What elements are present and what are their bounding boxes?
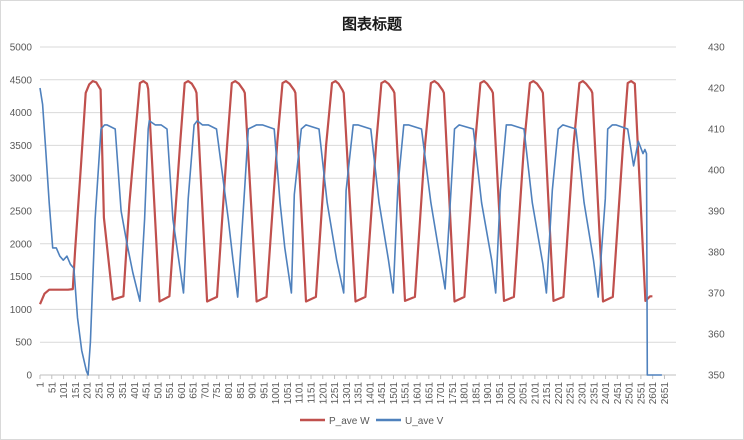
x-tick-label: 851 [236, 382, 247, 399]
x-tick-label: 2251 [566, 382, 577, 405]
x-tick-label: 51 [47, 382, 58, 394]
x-tick-label: 2301 [577, 382, 588, 405]
x-tick-label: 451 [142, 382, 153, 399]
x-tick-label: 1751 [448, 382, 459, 405]
x-tick-label: 2401 [601, 382, 612, 405]
x-tick-label: 401 [130, 382, 141, 399]
y-left-tick-label: 2000 [10, 239, 33, 250]
y-left-tick-label: 0 [26, 371, 32, 382]
x-tick-label: 251 [94, 382, 105, 399]
x-tick-label: 1151 [306, 382, 317, 404]
x-tick-label: 351 [118, 382, 129, 399]
legend-label-u-ave: U_ave V [405, 416, 444, 427]
x-tick-label: 1201 [318, 382, 329, 405]
x-tick-label: 2451 [613, 382, 624, 405]
y-right-tick-label: 420 [708, 84, 725, 95]
x-tick-label: 2051 [519, 382, 530, 405]
y-right-tick-label: 430 [708, 43, 725, 54]
x-tick-label: 551 [165, 382, 176, 399]
x-tick-label: 1 [36, 382, 47, 388]
legend-label-p-ave: P_ave W [329, 416, 370, 427]
y-right-tick-label: 400 [708, 166, 725, 177]
x-tick-label: 751 [212, 382, 223, 399]
x-tick-label: 1301 [342, 382, 353, 405]
x-tick-label: 901 [248, 382, 259, 399]
x-tick-label: 1701 [436, 382, 447, 405]
x-tick-label: 1901 [483, 382, 494, 405]
x-tick-label: 1051 [283, 382, 294, 405]
x-tick-label: 1001 [271, 382, 282, 405]
x-tick-label: 2201 [554, 382, 565, 405]
y-right-tick-label: 390 [708, 207, 725, 218]
y-right-tick-label: 370 [708, 289, 725, 300]
x-tick-label: 2351 [589, 382, 600, 405]
y-left-tick-label: 4000 [10, 108, 33, 119]
series-layer [38, 79, 662, 376]
series-line-p-ave [38, 79, 653, 305]
x-axis: 1 51 101 151 201 251 301 351 401 451 501 551 601 651 7… [36, 374, 676, 405]
x-tick-label: 1651 [424, 382, 435, 405]
chart-title: 图表标题 [342, 15, 403, 33]
x-tick-label: 801 [224, 382, 235, 399]
x-tick-label: 2151 [542, 382, 553, 405]
y-right-tick-label: 350 [708, 371, 725, 382]
x-tick-label: 301 [106, 382, 117, 399]
x-tick-label: 1801 [460, 382, 471, 405]
x-tick-label: 501 [153, 382, 164, 399]
x-tick-label: 1501 [389, 382, 400, 405]
x-tick-label: 1451 [377, 382, 388, 405]
x-tick-label: 2601 [648, 382, 659, 405]
legend: P_ave W U_ave V [300, 416, 444, 427]
x-tick-label: 2001 [507, 382, 518, 405]
x-tick-label: 601 [177, 382, 188, 399]
y-left-tick-label: 500 [15, 338, 32, 349]
x-tick-label: 1551 [401, 382, 412, 405]
x-tick-label: 701 [200, 382, 211, 399]
y-left-tick-label: 1000 [10, 305, 33, 316]
x-tick-label: 1601 [413, 382, 424, 405]
y-right-tick-label: 360 [708, 330, 725, 341]
series-line-u-ave [39, 87, 662, 376]
y-left-tick-label: 3500 [10, 141, 33, 152]
x-tick-label: 2101 [530, 382, 541, 405]
x-tick-label: 1401 [365, 382, 376, 405]
x-tick-label: 651 [189, 382, 200, 399]
x-tick-label: 1251 [330, 382, 341, 405]
y-left-tick-label: 1500 [10, 272, 33, 283]
x-tick-label: 1951 [495, 382, 506, 405]
x-tick-label: 101 [59, 382, 70, 399]
y-left-axis: 0 500 1000 1500 2000 2500 3000 3500 4000 4500 5000 [10, 43, 33, 382]
x-tick-label: 2651 [660, 382, 671, 405]
x-tick-label: 151 [71, 382, 82, 399]
y-right-tick-label: 380 [708, 248, 725, 259]
x-tick-label: 201 [83, 382, 94, 399]
y-left-tick-label: 5000 [10, 43, 33, 54]
y-right-tick-label: 410 [708, 125, 725, 136]
x-tick-label: 951 [259, 382, 270, 399]
y-left-tick-label: 2500 [10, 207, 33, 218]
y-left-tick-label: 3000 [10, 174, 33, 185]
y-right-axis: 350 360 370 380 390 400 410 420 430 [708, 43, 725, 382]
y-left-tick-label: 4500 [10, 75, 33, 86]
x-tick-label: 1351 [354, 382, 365, 405]
x-tick-label: 1101 [295, 382, 306, 404]
x-tick-label: 1851 [471, 382, 482, 405]
x-tick-label: 2551 [636, 382, 647, 405]
x-tick-label: 2501 [625, 382, 636, 405]
